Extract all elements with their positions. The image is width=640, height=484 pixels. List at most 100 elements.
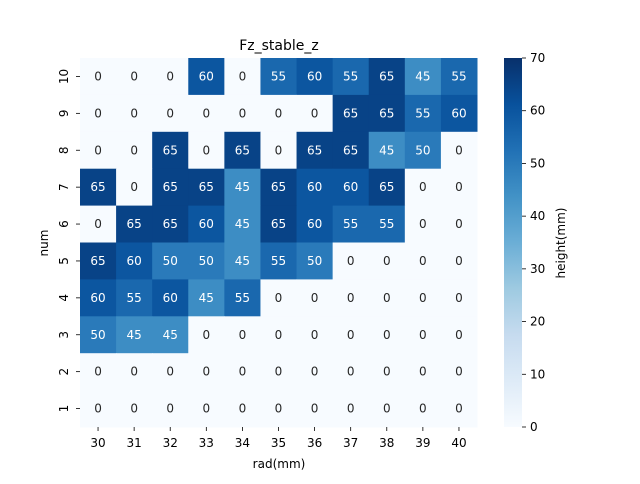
heatmap-cell	[116, 242, 153, 280]
heatmap-cell	[116, 279, 153, 317]
cell-value-label: 0	[202, 106, 210, 120]
heatmap-cell	[188, 168, 225, 207]
cell-value-label: 0	[166, 106, 174, 120]
heatmap-cell	[440, 390, 478, 428]
heatmap-cell	[368, 58, 406, 96]
heatmap-cell	[440, 316, 478, 354]
cell-value-label: 0	[455, 365, 463, 379]
heatmap-cell	[296, 94, 334, 133]
heatmap-cell	[404, 58, 442, 96]
y-tick-label: 10	[57, 69, 71, 84]
heatmap-cell	[368, 353, 406, 391]
x-axis: 30 31 32 33 34 35 36 37 38 39 40	[90, 427, 467, 450]
heatmap-cell	[188, 205, 225, 243]
heatmap-cell	[224, 94, 261, 133]
x-tick-label: 39	[415, 436, 430, 450]
heatmap-cell	[80, 279, 117, 317]
heatmap-cell	[404, 316, 442, 354]
heatmap-cell	[296, 168, 334, 207]
cell-value-label: 0	[383, 254, 391, 268]
cell-value-label: 45	[235, 180, 250, 194]
cell-value-label: 55	[271, 254, 286, 268]
cell-value-label: 50	[307, 254, 322, 268]
cell-value-label: 65	[163, 143, 178, 157]
cell-value-label: 0	[94, 365, 102, 379]
heatmap-cell	[332, 94, 370, 133]
heatmap-cell	[440, 279, 478, 317]
heatmap-cell	[440, 242, 478, 280]
cell-value-label: 60	[163, 291, 178, 305]
heatmap-cell	[116, 353, 153, 391]
cell-value-label: 45	[163, 328, 178, 342]
heatmap-cell	[188, 131, 225, 170]
cell-value-label: 50	[90, 328, 105, 342]
y-tick-label: 4	[57, 294, 71, 302]
heatmap-cell	[332, 58, 370, 96]
cell-value-label: 0	[130, 69, 138, 83]
heatmap-cell	[332, 131, 370, 170]
x-tick-label: 37	[343, 436, 358, 450]
heatmap-cell	[332, 353, 370, 391]
cell-value-label: 65	[90, 254, 105, 268]
heatmap-cell	[332, 390, 370, 428]
heatmap-cell	[152, 58, 189, 96]
cell-value-label: 55	[235, 291, 250, 305]
cell-value-label: 55	[343, 217, 358, 231]
heatmap-cell	[368, 131, 406, 170]
cell-value-label: 0	[455, 328, 463, 342]
colorbar-tick-label: 40	[530, 209, 545, 223]
cell-value-label: 0	[94, 402, 102, 416]
cell-value-label: 45	[415, 69, 430, 83]
heatmap-cell	[116, 168, 153, 207]
heatmap-cell	[188, 316, 225, 354]
y-tick-label: 8	[57, 146, 71, 154]
heatmap-cell	[152, 279, 189, 317]
cell-value-label: 0	[275, 402, 283, 416]
heatmap-cell	[224, 316, 261, 354]
cell-value-label: 0	[275, 365, 283, 379]
heatmap-cell	[116, 94, 153, 133]
cell-value-label: 65	[379, 106, 394, 120]
heatmap-cell	[224, 168, 261, 207]
heatmap-cell	[332, 279, 370, 317]
heatmap-cell	[260, 242, 298, 280]
cell-value-label: 65	[271, 217, 286, 231]
cell-value-label: 0	[239, 69, 247, 83]
cell-value-label: 65	[90, 180, 105, 194]
heatmap-cell	[260, 353, 298, 391]
cell-value-label: 0	[239, 365, 247, 379]
colorbar-tick-label: 20	[530, 315, 545, 329]
cell-value-label: 0	[419, 180, 427, 194]
heatmap-cell	[80, 353, 117, 391]
heatmap-cell	[296, 58, 334, 96]
heatmap-cell	[260, 131, 298, 170]
cell-value-label: 0	[455, 143, 463, 157]
cell-value-label: 0	[383, 365, 391, 379]
colorbar: 0 10 20 30 40 50 60 70	[504, 51, 545, 434]
cell-value-label: 0	[419, 328, 427, 342]
cell-value-label: 0	[419, 217, 427, 231]
heatmap-cell	[188, 58, 225, 96]
cell-value-label: 65	[379, 69, 394, 83]
heatmap-cell	[80, 390, 117, 428]
heatmap-cell	[260, 168, 298, 207]
heatmap-cell	[404, 279, 442, 317]
colorbar-tick-label: 60	[530, 104, 545, 118]
x-tick-label: 31	[126, 436, 141, 450]
cell-value-label: 60	[199, 217, 214, 231]
cell-value-label: 55	[415, 106, 430, 120]
heatmap-cell	[404, 390, 442, 428]
cell-value-label: 0	[347, 291, 355, 305]
cell-value-label: 0	[311, 106, 319, 120]
cell-value-label: 0	[311, 365, 319, 379]
cell-value-label: 0	[239, 402, 247, 416]
colorbar-tick-label: 70	[530, 51, 545, 65]
cell-value-label: 65	[199, 180, 214, 194]
cell-value-label: 60	[451, 106, 466, 120]
cell-value-label: 60	[343, 180, 358, 194]
heatmap-cell	[404, 205, 442, 243]
heatmap-cell	[440, 131, 478, 170]
heatmap-cell	[152, 353, 189, 391]
cell-value-label: 0	[347, 365, 355, 379]
